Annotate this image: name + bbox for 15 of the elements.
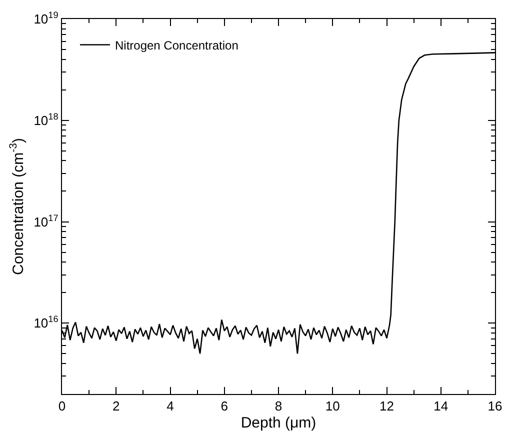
x-tick-label: 4 [166, 398, 174, 414]
x-axis-title: Depth (μm) [240, 414, 316, 432]
y-tick-label: 10$^{19}$ [34, 10, 58, 27]
legend-label: Nitrogen Concentration [114, 38, 238, 52]
x-tick-label: 2 [112, 398, 120, 414]
x-tick-label: 6 [220, 398, 228, 414]
y-tick-label: 10$^{16}$ [34, 314, 58, 331]
x-tick-label: 16 [488, 398, 502, 414]
x-tick-label: 12 [380, 398, 394, 414]
x-tick-label: 0 [58, 398, 66, 414]
y-tick-label: 10$^{17}$ [34, 212, 58, 230]
y-tick-label: 10$^{18}$ [34, 111, 58, 128]
x-tick-label: 8 [274, 398, 282, 414]
x-tick-label: 10 [325, 398, 340, 414]
x-tick-label: 14 [434, 398, 448, 414]
